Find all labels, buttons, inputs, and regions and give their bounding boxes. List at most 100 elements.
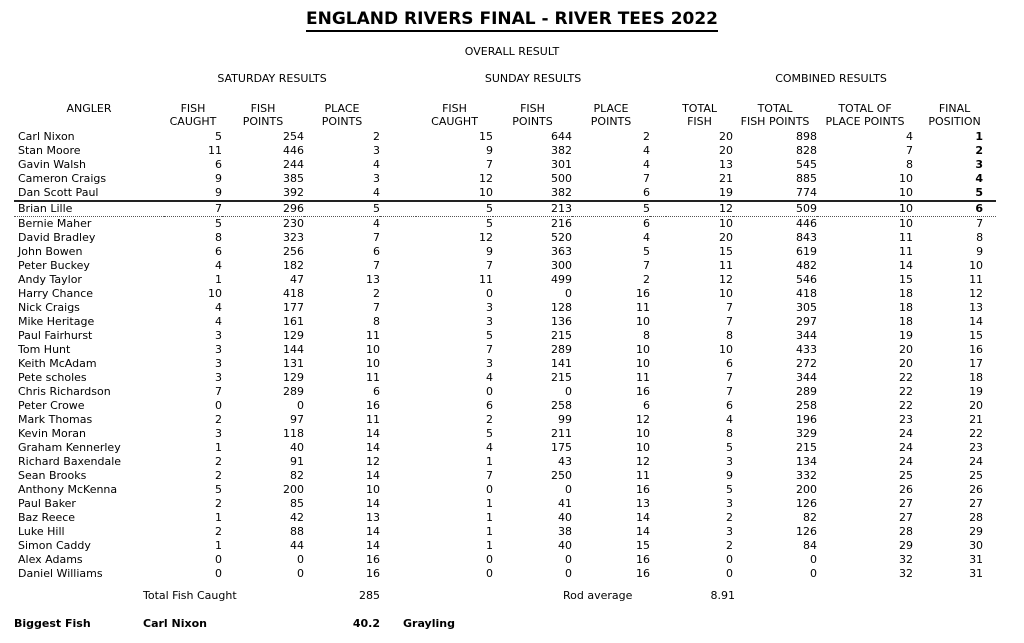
total-place-points: 25 — [899, 469, 914, 482]
sat-fish-caught: 7 — [164, 200, 222, 217]
sun-place-points: 11 — [636, 469, 651, 482]
sat-place-points: 6 — [373, 245, 381, 258]
sat-fish-caught: 1 — [215, 441, 222, 454]
final-position: 22 — [969, 427, 984, 440]
total-fish: 0 — [726, 567, 734, 580]
table-row: Peter Crowe 0 0 16 6 258 6 6 258 22 20 — [14, 399, 996, 413]
sun-fish-points: 0 — [565, 483, 573, 496]
sat-fish-points: 91 — [290, 455, 304, 468]
gap — [650, 301, 666, 315]
gap — [380, 483, 416, 497]
sat-place-points: 11 — [366, 329, 381, 342]
rod-average-value: 8.91 — [710, 589, 736, 602]
total-fish: 3 — [726, 455, 734, 468]
final-position: 12 — [969, 287, 984, 300]
sun-fish-caught: 9 — [486, 245, 494, 258]
sat-place-points: 7 — [373, 231, 381, 244]
results-body: Carl Nixon 5 254 2 15 644 2 20 898 4 1 Stan Moore 11… — [14, 130, 997, 581]
table-row: Baz Reece 1 42 13 1 40 14 2 82 27 28 — [14, 511, 996, 525]
total-place-points: 10 — [899, 186, 914, 199]
sun-fish-caught: 11 — [479, 273, 494, 286]
sat-fish-caught: 9 — [215, 172, 222, 185]
table-row: Cameron Craigs 9 385 3 12 500 7 21 885 10 4 — [14, 172, 996, 186]
total-fish-points: 126 — [796, 525, 818, 538]
sun-place-points: 2 — [643, 130, 651, 143]
angler-name: Peter Buckey — [18, 259, 90, 272]
total-fish: 0 — [726, 553, 734, 566]
gap — [380, 511, 416, 525]
total-fish: 11 — [719, 259, 734, 272]
sat-fish-points: 0 — [297, 567, 304, 580]
sat-fish-caught: 0 — [215, 553, 222, 566]
sun-fish-points: 213 — [493, 200, 573, 217]
table-row: Luke Hill 2 88 14 1 38 14 3 126 28 29 — [14, 525, 996, 539]
final-position: 14 — [969, 315, 984, 328]
final-position: 29 — [969, 525, 984, 538]
sat-place-points: 16 — [366, 567, 381, 580]
gap — [650, 539, 666, 553]
total-fish-points: 126 — [796, 497, 818, 510]
total-fish-points: 898 — [796, 130, 818, 143]
sun-fish-points: 520 — [551, 231, 573, 244]
sat-fish-caught: 8 — [215, 231, 222, 244]
table-row: Stan Moore 11 446 3 9 382 4 20 828 7 2 — [14, 144, 996, 158]
rod-average-label: Rod average — [563, 589, 633, 602]
sun-fish-points: 382 — [551, 144, 573, 157]
angler-name: Simon Caddy — [18, 539, 91, 552]
sun-fish-caught: 12 — [479, 231, 494, 244]
sat-fish-points: 47 — [290, 273, 304, 286]
gap — [380, 158, 416, 172]
total-place-points: 26 — [899, 483, 914, 496]
gap — [650, 553, 666, 567]
summary-section: Total Fish Caught 285 Rod average 8.91 B… — [0, 581, 1024, 643]
gap — [650, 455, 666, 469]
sun-place-points: 5 — [572, 200, 651, 217]
final-position: 18 — [969, 371, 984, 384]
sat-fish-caught: 9 — [215, 186, 222, 199]
gap — [380, 427, 416, 441]
sun-fish-points: 500 — [551, 172, 573, 185]
sat-place-points: 3 — [373, 172, 381, 185]
gap — [650, 525, 666, 539]
sun-place-points: 11 — [636, 371, 651, 384]
sun-fish-caught: 3 — [486, 315, 494, 328]
sat-fish-caught: 3 — [215, 427, 222, 440]
sun-place-points: 16 — [636, 553, 651, 566]
sat-fish-caught: 3 — [215, 357, 222, 370]
table-row: Nick Craigs 4 177 7 3 128 11 7 305 18 13 — [14, 301, 996, 315]
total-fish: 4 — [726, 413, 734, 426]
sat-fish-caught: 5 — [215, 130, 222, 143]
sun-place-points: 2 — [643, 273, 651, 286]
angler-name: Paul Baker — [18, 497, 76, 510]
total-place-points: 15 — [899, 273, 914, 286]
gap — [650, 329, 666, 343]
gap — [650, 399, 666, 413]
sat-fish-points: 392 — [283, 186, 304, 199]
table-row: Chris Richardson 7 289 6 0 0 16 7 289 22 19 — [14, 385, 996, 399]
total-fish-points: 332 — [796, 469, 818, 482]
sun-fish-points: 0 — [565, 287, 573, 300]
sat-fish-points: 88 — [290, 525, 304, 538]
sat-place-points: 14 — [366, 441, 381, 454]
sun-fish-caught: 9 — [486, 144, 494, 157]
page-title: ENGLAND RIVERS FINAL - RIVER TEES 2022 — [0, 0, 1024, 32]
angler-name: Dan Scott Paul — [18, 186, 99, 199]
total-fish: 20 — [719, 130, 734, 143]
total-place-points: 27 — [899, 511, 914, 524]
gap — [650, 172, 666, 186]
total-fish-points: 546 — [796, 273, 818, 286]
total-fish: 9 — [726, 469, 734, 482]
total-place-points: 22 — [899, 385, 914, 398]
group-header-spacer — [380, 72, 416, 86]
total-fish-points: 344 — [796, 329, 818, 342]
table-row: Peter Buckey 4 182 7 7 300 7 11 482 14 10 — [14, 259, 996, 273]
sat-place-points: 14 — [366, 469, 381, 482]
total-place-points: 10 — [899, 172, 914, 185]
sun-fish-points: 216 — [551, 217, 573, 230]
total-fish: 8 — [726, 329, 734, 342]
final-position: 1 — [975, 130, 984, 143]
final-position: 15 — [969, 329, 984, 342]
sat-fish-caught: 11 — [208, 144, 222, 157]
total-fish: 7 — [726, 315, 734, 328]
total-place-points: 7 — [906, 144, 914, 157]
